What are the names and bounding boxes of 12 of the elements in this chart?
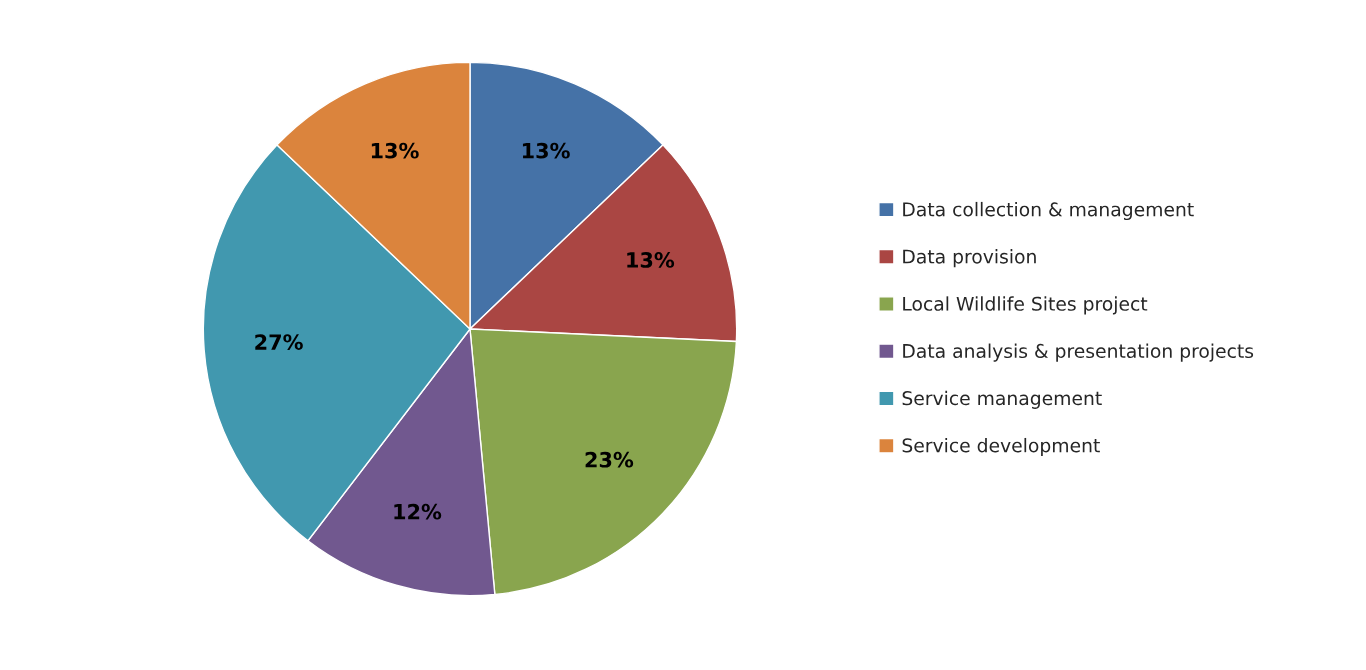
data-label: 27%	[255, 334, 303, 350]
legend-label: Local Wildlife Sites project	[903, 296, 1148, 315]
data-label: 13%	[627, 252, 675, 268]
legend-label: Data provision	[903, 249, 1036, 268]
legend-label: Service development	[902, 437, 1100, 457]
data-label: 13%	[371, 142, 419, 159]
data-label: 23%	[585, 451, 634, 468]
legend-label: Data analysis & presentation projects	[903, 343, 1254, 362]
data-label: 12%	[394, 503, 442, 520]
data-label: 13%	[522, 142, 570, 159]
legend-label: Data collection & management	[903, 201, 1194, 221]
legend-label: Service management	[902, 390, 1102, 409]
